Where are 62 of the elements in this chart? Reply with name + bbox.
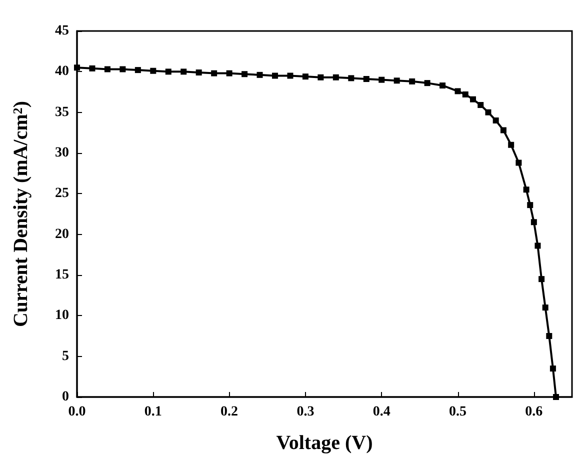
y-tick-label: 35 (55, 104, 69, 120)
point (530, 219, 537, 226)
y-tick-label: 30 (55, 146, 69, 160)
point (242, 71, 248, 78)
y-tick-label: 25 (55, 186, 69, 202)
point (256, 72, 263, 78)
y-tick-label: 5 (62, 348, 69, 364)
x-tick-label: 0.5 (449, 404, 467, 420)
point (104, 66, 110, 72)
point (89, 65, 96, 72)
point (538, 276, 545, 282)
point (440, 82, 446, 88)
point (226, 70, 232, 76)
point (470, 96, 476, 102)
point (211, 70, 218, 76)
point (180, 68, 187, 75)
x-tick-label: 0.3 (296, 404, 314, 420)
x-tick-label: 0.6 (525, 404, 543, 420)
point (394, 78, 400, 84)
point (318, 74, 324, 80)
y-tick-label: 10 (55, 308, 69, 324)
y-tick-label: 0 (62, 390, 69, 404)
point (272, 72, 278, 79)
point (546, 333, 552, 339)
point (150, 68, 156, 74)
point (424, 80, 430, 86)
x-tick-label: 0.0 (68, 404, 86, 420)
point (527, 202, 534, 208)
point (550, 366, 556, 372)
point (500, 127, 506, 134)
point (363, 76, 370, 82)
y-tick-label: 40 (55, 64, 69, 80)
point (485, 109, 492, 116)
point (120, 66, 126, 72)
point (134, 67, 141, 74)
point (348, 75, 354, 82)
y-tick-label: 45 (55, 24, 69, 38)
point (478, 102, 484, 108)
point (553, 394, 560, 400)
point (74, 64, 80, 71)
point (165, 68, 172, 75)
point (454, 88, 461, 94)
y-tick-label: 15 (55, 268, 69, 282)
x-tick-label: 0.1 (144, 404, 162, 420)
point (462, 91, 468, 98)
x-tick-label: 0.4 (372, 404, 390, 420)
point (378, 76, 385, 83)
point (516, 160, 522, 166)
x-tick-label: 0.2 (220, 404, 238, 420)
y-axis-title: Current Density (mA/cm2) (10, 100, 32, 328)
point (409, 78, 416, 84)
point (542, 304, 548, 311)
x-axis-title: Voltage (V) (276, 432, 373, 454)
y-tick-label: 20 (55, 226, 69, 242)
point (302, 74, 308, 80)
point (287, 72, 294, 79)
point (534, 242, 541, 249)
point (196, 69, 202, 76)
point (523, 186, 530, 193)
point (332, 74, 339, 80)
point (492, 117, 499, 124)
point (508, 142, 514, 148)
